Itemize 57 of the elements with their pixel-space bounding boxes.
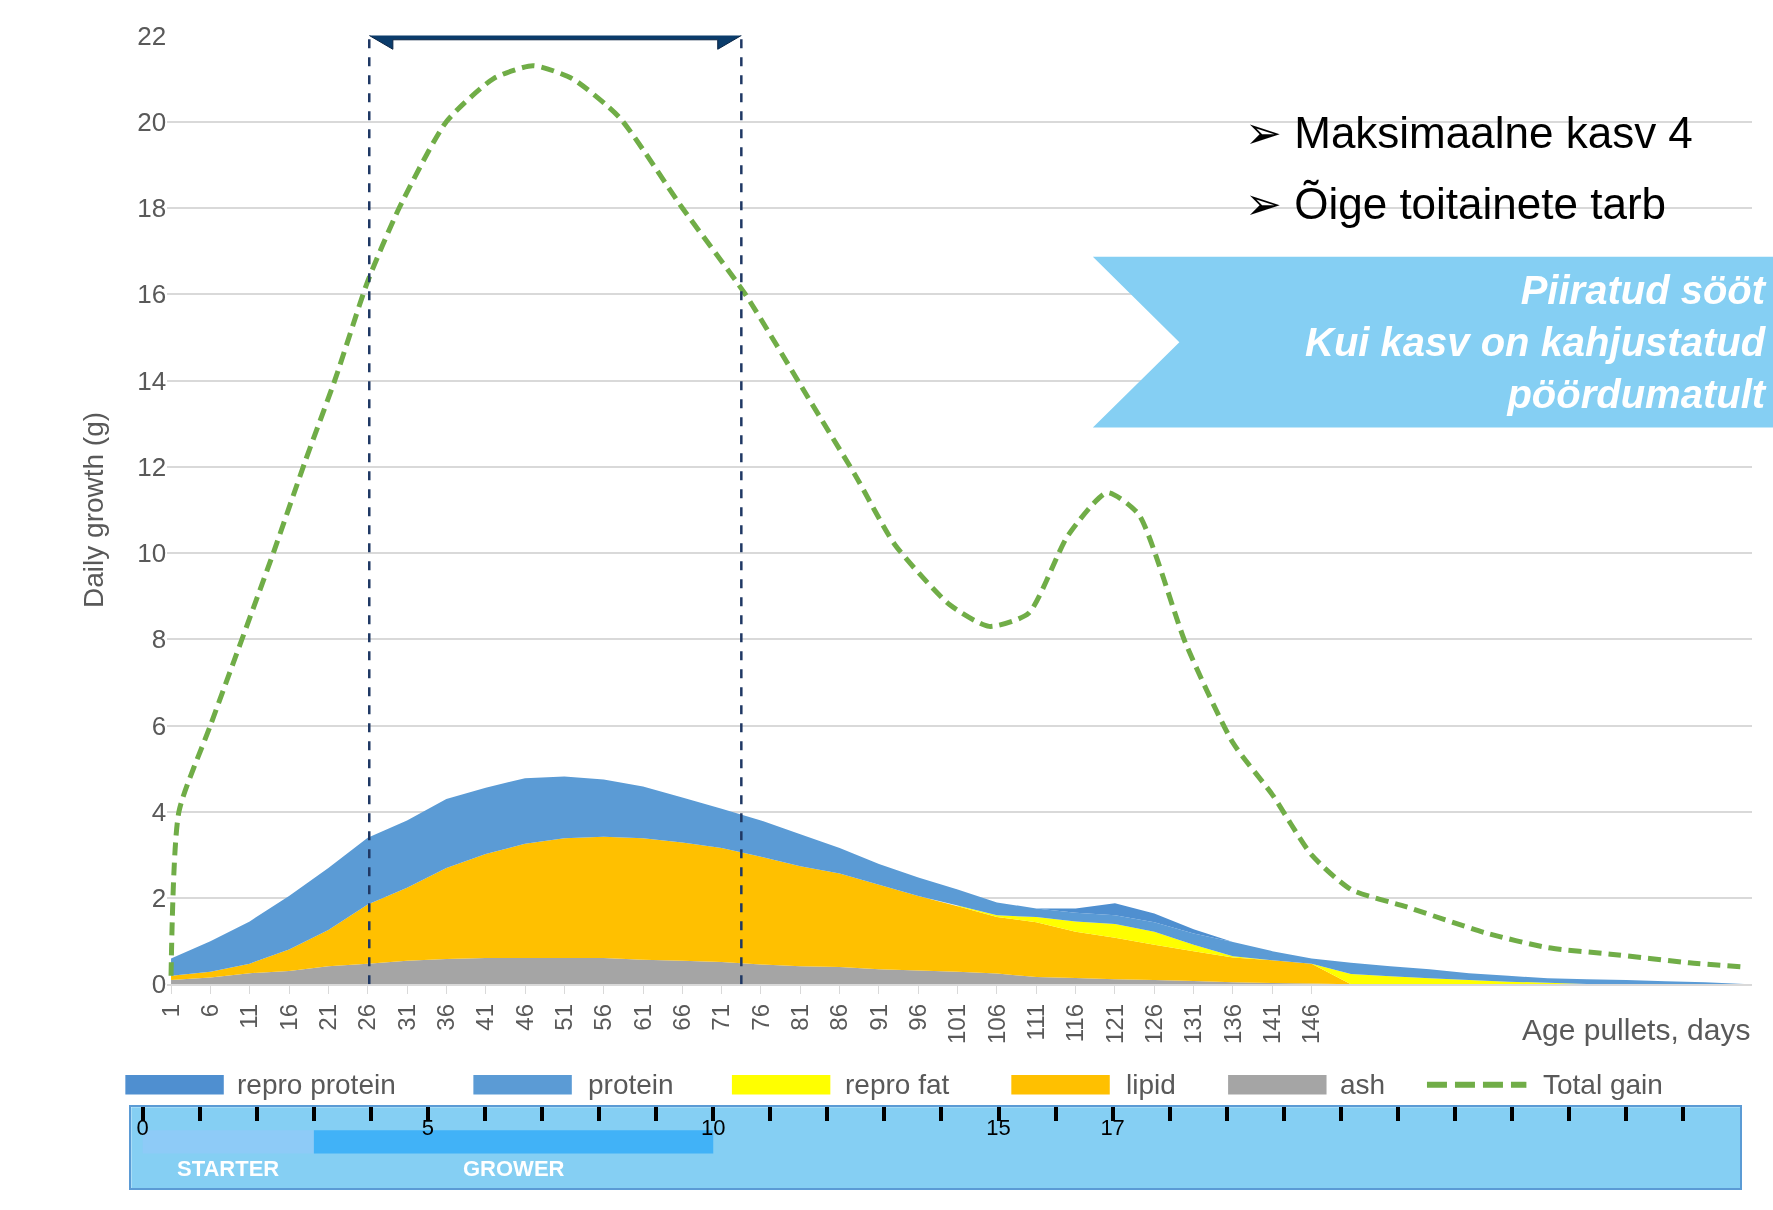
x-tick-label: 71 bbox=[707, 1003, 735, 1031]
x-tick-label: 17 bbox=[1100, 1115, 1125, 1141]
legend-label: lipid bbox=[1126, 1069, 1176, 1100]
x-tick-label: 121 bbox=[1100, 1003, 1128, 1044]
annotation: ➢ Õige toitainete tarb bbox=[1245, 179, 1667, 228]
x-tick-label: 131 bbox=[1179, 1003, 1207, 1044]
x-tick-label: 51 bbox=[550, 1003, 578, 1031]
x-tick-label: 86 bbox=[825, 1003, 853, 1031]
annotation: Piiratud sööt Kui kasv on kahjustatud pöördumatult bbox=[1305, 268, 1767, 416]
legend-label: repro fat bbox=[845, 1069, 950, 1100]
x-tick-label: 111 bbox=[1022, 1003, 1050, 1041]
legend-label: protein bbox=[588, 1069, 674, 1100]
x-tick-label: 46 bbox=[510, 1003, 538, 1031]
x-tick-label: 146 bbox=[1297, 1003, 1325, 1044]
legend-label: repro protein bbox=[237, 1069, 396, 1100]
x-tick-label: 76 bbox=[746, 1003, 774, 1031]
x-tick-label: 15 bbox=[986, 1115, 1011, 1141]
x-tick-label: 91 bbox=[864, 1003, 892, 1031]
x-tick-label: 10 bbox=[701, 1115, 726, 1141]
y-tick-label: 14 bbox=[137, 365, 167, 396]
x-tick-label: 41 bbox=[471, 1003, 499, 1031]
y-tick-label: 8 bbox=[151, 624, 167, 655]
x-tick-label: 66 bbox=[668, 1003, 696, 1031]
x-tick-label: 101 bbox=[943, 1003, 971, 1044]
y-tick-label: 10 bbox=[137, 538, 167, 569]
x-tick-label: 16 bbox=[274, 1003, 302, 1031]
x-tick-label: 106 bbox=[982, 1003, 1010, 1044]
x-tick-label: 6 bbox=[196, 1003, 224, 1018]
y-tick-label: 18 bbox=[137, 193, 167, 224]
legend-label: ash bbox=[1340, 1069, 1386, 1100]
x-tick-label: 26 bbox=[353, 1003, 381, 1031]
y-tick-label: 16 bbox=[137, 279, 167, 310]
x-tick-label: 36 bbox=[432, 1003, 460, 1031]
x-tick-label: 61 bbox=[628, 1003, 656, 1031]
y-tick-label: 20 bbox=[137, 106, 167, 137]
y-tick-label: 2 bbox=[151, 883, 167, 914]
y-tick-label: 4 bbox=[151, 796, 167, 827]
y-axis-title: Daily growth (g) bbox=[77, 411, 109, 608]
x-tick-label: 141 bbox=[1258, 1003, 1286, 1044]
x-tick-label: 31 bbox=[392, 1003, 420, 1031]
annotation: ➢ Maksimaalne kasv 4 bbox=[1245, 108, 1693, 157]
x-tick-label: 126 bbox=[1140, 1003, 1168, 1044]
series-label: GROWER bbox=[463, 1156, 565, 1181]
x-tick-label: 56 bbox=[589, 1003, 617, 1031]
x-tick-label: 1 bbox=[156, 1003, 184, 1018]
y-tick-label: 22 bbox=[137, 20, 167, 51]
x-axis-title: Age pullets, days bbox=[1522, 1013, 1751, 1046]
series-label: STARTER bbox=[177, 1156, 280, 1181]
x-tick-label: 21 bbox=[314, 1003, 342, 1031]
x-tick-label: 81 bbox=[786, 1003, 814, 1031]
x-tick-label: 11 bbox=[235, 1003, 263, 1029]
legend-label: Total gain bbox=[1543, 1069, 1663, 1100]
x-tick-label: 136 bbox=[1218, 1003, 1246, 1044]
x-tick-label: 96 bbox=[904, 1003, 932, 1031]
y-tick-label: 6 bbox=[151, 710, 167, 741]
y-tick-label: 12 bbox=[137, 451, 167, 482]
x-tick-label: 116 bbox=[1061, 1003, 1089, 1043]
